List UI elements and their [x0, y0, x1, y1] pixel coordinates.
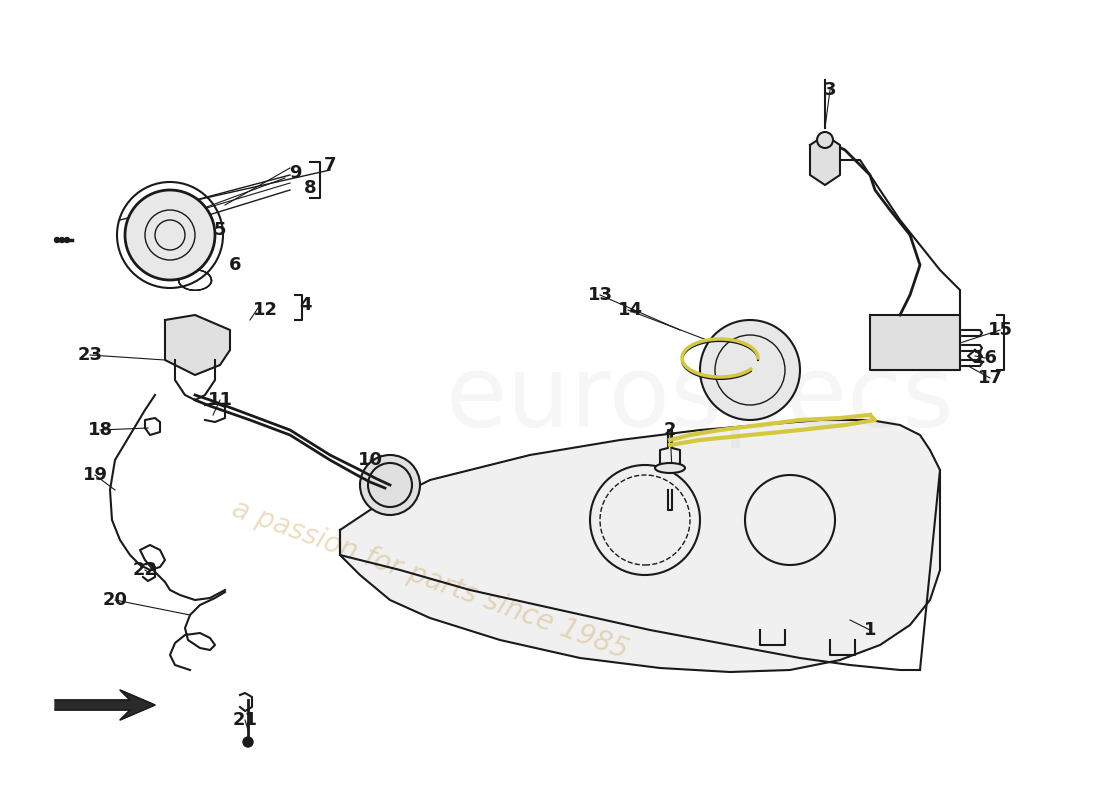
Text: 6: 6 — [229, 256, 241, 274]
Text: 23: 23 — [77, 346, 102, 364]
Text: a passion for parts since 1985: a passion for parts since 1985 — [228, 495, 631, 665]
Text: 9: 9 — [288, 164, 301, 182]
Text: 7: 7 — [323, 156, 337, 174]
Circle shape — [360, 455, 420, 515]
Text: 5: 5 — [213, 221, 227, 239]
Text: 20: 20 — [102, 591, 128, 609]
Text: 8: 8 — [304, 179, 317, 197]
Circle shape — [65, 238, 69, 242]
Text: 21: 21 — [232, 711, 257, 729]
Polygon shape — [165, 315, 230, 375]
Text: 11: 11 — [208, 391, 232, 409]
Ellipse shape — [654, 463, 685, 473]
Text: 17: 17 — [978, 369, 1002, 387]
Circle shape — [700, 320, 800, 420]
Text: 12: 12 — [253, 301, 277, 319]
Circle shape — [55, 238, 59, 242]
Polygon shape — [55, 690, 155, 720]
Polygon shape — [810, 135, 840, 185]
Text: 15: 15 — [988, 321, 1012, 339]
Text: 1: 1 — [864, 621, 877, 639]
Polygon shape — [340, 420, 940, 672]
Text: 3: 3 — [824, 81, 836, 99]
Text: 16: 16 — [972, 349, 998, 367]
Polygon shape — [870, 315, 960, 370]
Text: 2: 2 — [663, 421, 676, 439]
Text: 4: 4 — [299, 296, 311, 314]
Text: eurospecs: eurospecs — [446, 351, 955, 449]
Text: 19: 19 — [82, 466, 108, 484]
Text: 18: 18 — [87, 421, 112, 439]
Circle shape — [817, 132, 833, 148]
Text: 13: 13 — [587, 286, 613, 304]
Text: 14: 14 — [617, 301, 642, 319]
Circle shape — [125, 190, 214, 280]
Text: 10: 10 — [358, 451, 383, 469]
Text: 22: 22 — [132, 561, 157, 579]
Circle shape — [59, 238, 65, 242]
Circle shape — [243, 737, 253, 747]
